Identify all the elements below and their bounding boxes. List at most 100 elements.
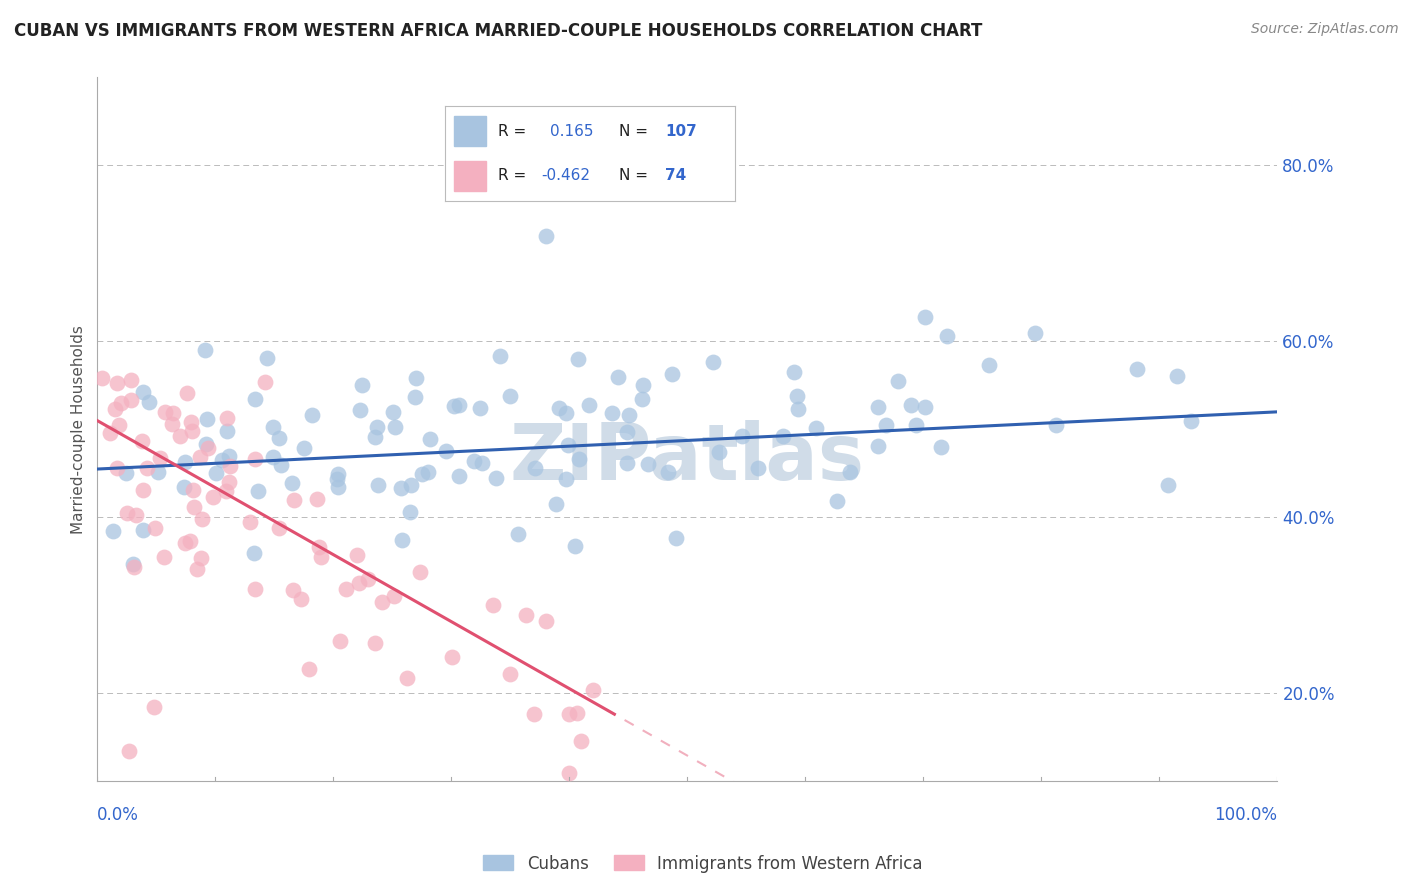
Point <box>197 441 219 455</box>
Point <box>143 699 166 714</box>
Point <box>702 354 724 368</box>
Point <box>558 707 581 722</box>
Point <box>665 531 688 545</box>
Point <box>270 458 292 472</box>
Point <box>866 439 889 453</box>
Point <box>565 706 588 720</box>
Point <box>1157 477 1180 491</box>
Point <box>887 374 910 388</box>
Point <box>554 406 576 420</box>
Point <box>866 400 889 414</box>
Point <box>616 425 638 439</box>
Point <box>190 551 212 566</box>
Point <box>350 378 373 392</box>
Text: ZIPatlas: ZIPatlas <box>510 419 865 496</box>
Point <box>534 228 557 243</box>
Point <box>349 402 371 417</box>
Point <box>107 417 129 432</box>
Point <box>515 607 537 622</box>
Point <box>914 310 936 324</box>
Point <box>194 343 217 357</box>
Point <box>253 375 276 389</box>
Point <box>399 478 422 492</box>
Point <box>243 546 266 560</box>
Point <box>409 565 432 579</box>
Point <box>389 481 412 495</box>
Point <box>243 452 266 467</box>
Point <box>239 516 262 530</box>
Point <box>98 425 121 440</box>
Point <box>523 461 546 475</box>
Point <box>307 491 329 506</box>
Point <box>534 615 557 629</box>
Point <box>606 369 628 384</box>
Point <box>349 575 371 590</box>
Point <box>499 389 522 403</box>
Point <box>346 549 368 563</box>
Point <box>218 475 240 489</box>
Point <box>132 523 155 537</box>
Point <box>371 595 394 609</box>
Point <box>398 505 420 519</box>
Point <box>201 490 224 504</box>
Point <box>1125 361 1147 376</box>
Point <box>637 457 659 471</box>
Point <box>931 440 953 454</box>
Point <box>418 465 440 479</box>
Point <box>405 370 427 384</box>
Point <box>283 493 305 508</box>
Point <box>443 399 465 413</box>
Point <box>263 450 285 464</box>
Text: 0.0%: 0.0% <box>97 806 139 824</box>
Point <box>125 508 148 523</box>
Y-axis label: Married-couple Households: Married-couple Households <box>72 325 86 534</box>
Point <box>404 390 426 404</box>
Point <box>900 398 922 412</box>
Point <box>485 471 508 485</box>
Point <box>419 433 441 447</box>
Point <box>747 461 769 475</box>
Point <box>122 560 145 574</box>
Legend: Cubans, Immigrants from Western Africa: Cubans, Immigrants from Western Africa <box>477 848 929 880</box>
Point <box>914 400 936 414</box>
Point <box>186 562 208 576</box>
Point <box>246 483 269 498</box>
Point <box>616 456 638 470</box>
Point <box>548 401 571 416</box>
Point <box>482 599 505 613</box>
Point <box>783 365 806 379</box>
Point <box>280 475 302 490</box>
Point <box>1045 418 1067 433</box>
Point <box>217 411 239 425</box>
Point <box>267 521 290 535</box>
Point <box>281 582 304 597</box>
Point <box>567 351 589 366</box>
Point <box>162 417 184 431</box>
Point <box>366 419 388 434</box>
Point <box>707 445 730 459</box>
Point <box>555 472 578 486</box>
Point <box>364 636 387 650</box>
Point <box>132 483 155 497</box>
Point <box>786 389 808 403</box>
Point <box>557 438 579 452</box>
Point <box>181 424 204 438</box>
Point <box>364 430 387 444</box>
Point <box>181 483 204 497</box>
Point <box>149 451 172 466</box>
Point <box>661 367 683 381</box>
Point <box>105 376 128 390</box>
Point <box>391 533 413 547</box>
Point <box>617 408 640 422</box>
Point <box>218 449 240 463</box>
Point <box>190 512 212 526</box>
Point <box>1024 326 1046 341</box>
Point <box>335 582 357 597</box>
Point <box>131 434 153 449</box>
Point <box>582 683 605 698</box>
Point <box>328 467 350 481</box>
Point <box>489 349 512 363</box>
Point <box>301 409 323 423</box>
Point <box>434 443 457 458</box>
Point <box>506 527 529 541</box>
